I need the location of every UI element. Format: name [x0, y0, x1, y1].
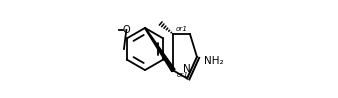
Polygon shape — [145, 28, 175, 72]
Text: NH₂: NH₂ — [204, 56, 223, 66]
Text: or1: or1 — [176, 72, 188, 78]
Text: N: N — [183, 64, 191, 74]
Text: O: O — [122, 25, 130, 35]
Text: or1: or1 — [175, 26, 187, 32]
